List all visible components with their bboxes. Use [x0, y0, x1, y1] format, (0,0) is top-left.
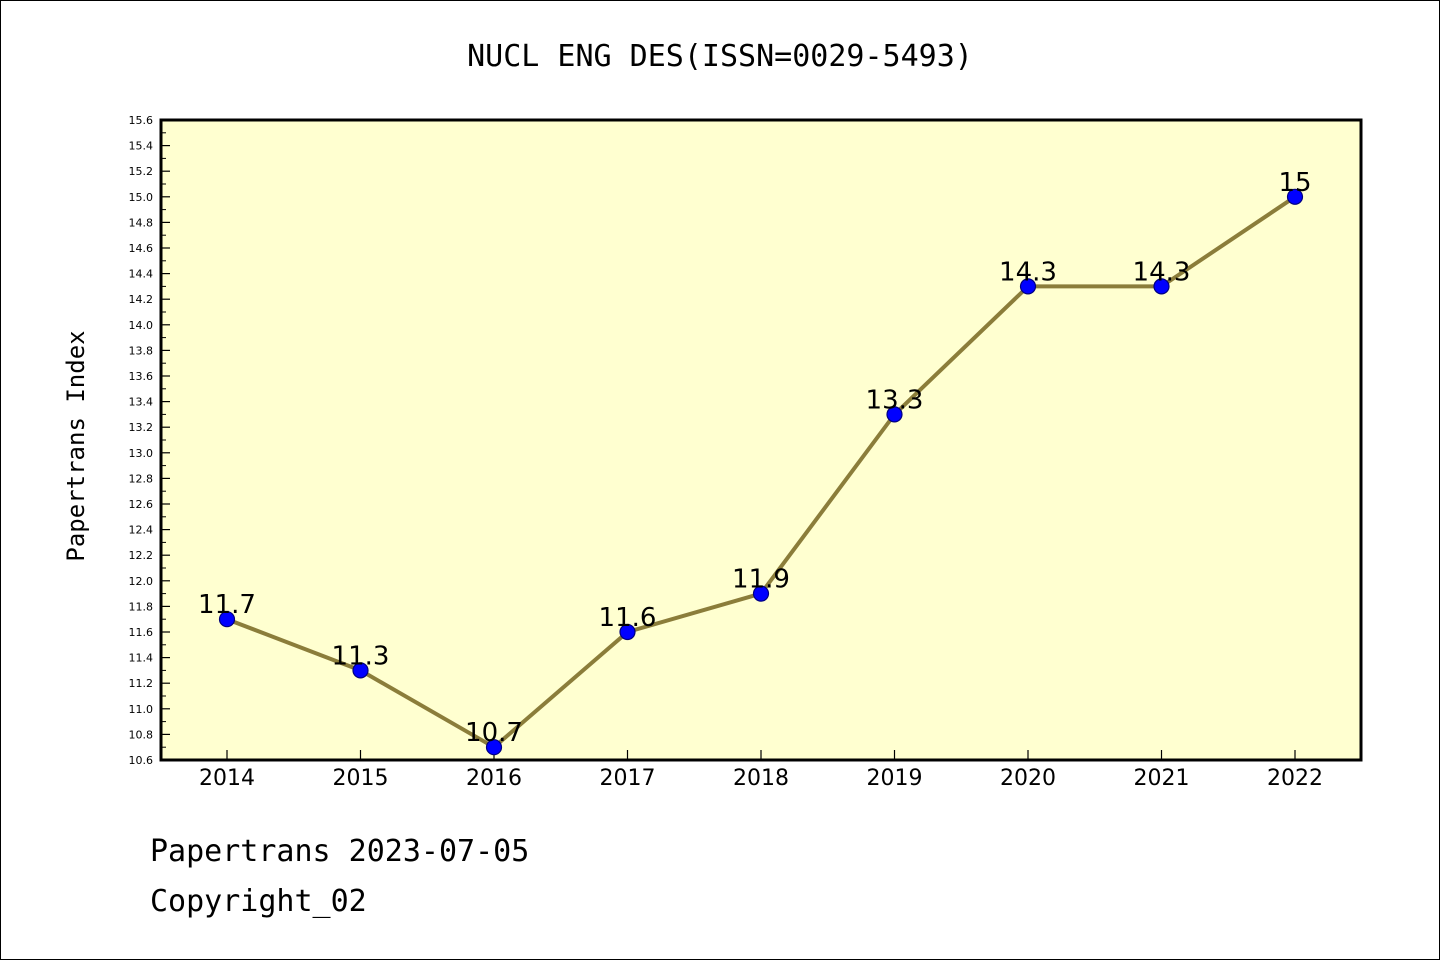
footer-copyright: Copyright_02 [150, 884, 367, 919]
y-tick-label: 12.4 [129, 524, 154, 537]
data-label: 11.3 [332, 641, 390, 671]
data-label: 15 [1278, 168, 1311, 198]
y-tick-label: 13.6 [129, 370, 154, 383]
data-point [1286, 188, 1304, 205]
x-axis: 2014 2015 2016 2017 2018 2019 2020 2021 2022 [199, 750, 1323, 791]
x-tick-label: 2017 [600, 766, 656, 791]
x-tick-label: 2016 [466, 766, 522, 791]
data-point [752, 585, 770, 602]
x-tick-label: 2019 [867, 766, 923, 791]
y-tick-label: 13.8 [129, 344, 154, 357]
chart-title: NUCL ENG DES(ISSN=0029-5493) [467, 39, 973, 74]
data-label: 13.3 [866, 385, 924, 415]
data-point [1153, 278, 1170, 295]
y-tick-label: 11.6 [129, 626, 154, 639]
y-tick-label: 10.6 [129, 754, 154, 767]
y-tick-label: 15.0 [129, 191, 154, 204]
y-tick-label: 11.8 [129, 600, 154, 613]
data-point [485, 739, 503, 756]
x-tick-label: 2020 [1000, 766, 1056, 791]
y-tick-label: 15.4 [129, 140, 154, 153]
data-label: 14.3 [1133, 257, 1191, 287]
data-point [352, 662, 369, 679]
y-tick-label: 10.8 [129, 728, 154, 741]
data-label: 11.7 [198, 590, 256, 620]
y-tick-label: 13.4 [129, 396, 154, 409]
data-point [1019, 278, 1037, 295]
y-axis-label: Papertrans Index [62, 330, 90, 561]
data-points [218, 188, 1304, 756]
y-tick-label: 14.6 [129, 242, 154, 255]
data-point [619, 623, 636, 641]
y-tick-label: 14.2 [129, 293, 154, 306]
y-tick-label: 11.4 [129, 652, 154, 665]
y-tick-label: 11.2 [129, 677, 154, 690]
x-tick-label: 2014 [199, 766, 255, 791]
data-label: 14.3 [999, 257, 1057, 287]
y-tick-label: 15.6 [129, 114, 154, 127]
data-point [886, 406, 903, 423]
footer-date: Papertrans 2023-07-05 [150, 834, 530, 869]
y-tick-label: 15.2 [129, 165, 154, 178]
x-tick-label: 2015 [333, 766, 389, 791]
y-tick-label: 13.0 [129, 447, 154, 460]
y-tick-label: 14.4 [129, 268, 154, 281]
y-tick-label: 13.2 [129, 421, 154, 434]
x-tick-label: 2018 [733, 766, 789, 791]
x-tick-label: 2021 [1134, 766, 1190, 791]
y-tick-label: 12.6 [129, 498, 154, 511]
y-tick-label: 14.0 [129, 319, 154, 332]
plot-area [159, 118, 1363, 762]
y-tick-label: 11.0 [129, 703, 154, 716]
x-tick-label: 2022 [1267, 766, 1323, 791]
y-tick-label: 12.8 [129, 472, 154, 485]
data-label: 11.9 [732, 565, 790, 595]
y-tick-label: 12.2 [129, 549, 154, 562]
data-labels: 11.7 11.3 10.7 11.6 11.9 13.3 14.3 14.3 15 [198, 168, 1311, 748]
data-point [218, 611, 236, 628]
y-axis: 10.6 10.8 11.0 11.2 11.4 11.6 11.8 12.0 12.2 12.4… [129, 114, 170, 767]
y-tick-label: 14.8 [129, 216, 154, 229]
data-label: 11.6 [599, 603, 657, 633]
y-tick-label: 12.0 [129, 575, 154, 588]
data-label: 10.7 [465, 718, 523, 748]
